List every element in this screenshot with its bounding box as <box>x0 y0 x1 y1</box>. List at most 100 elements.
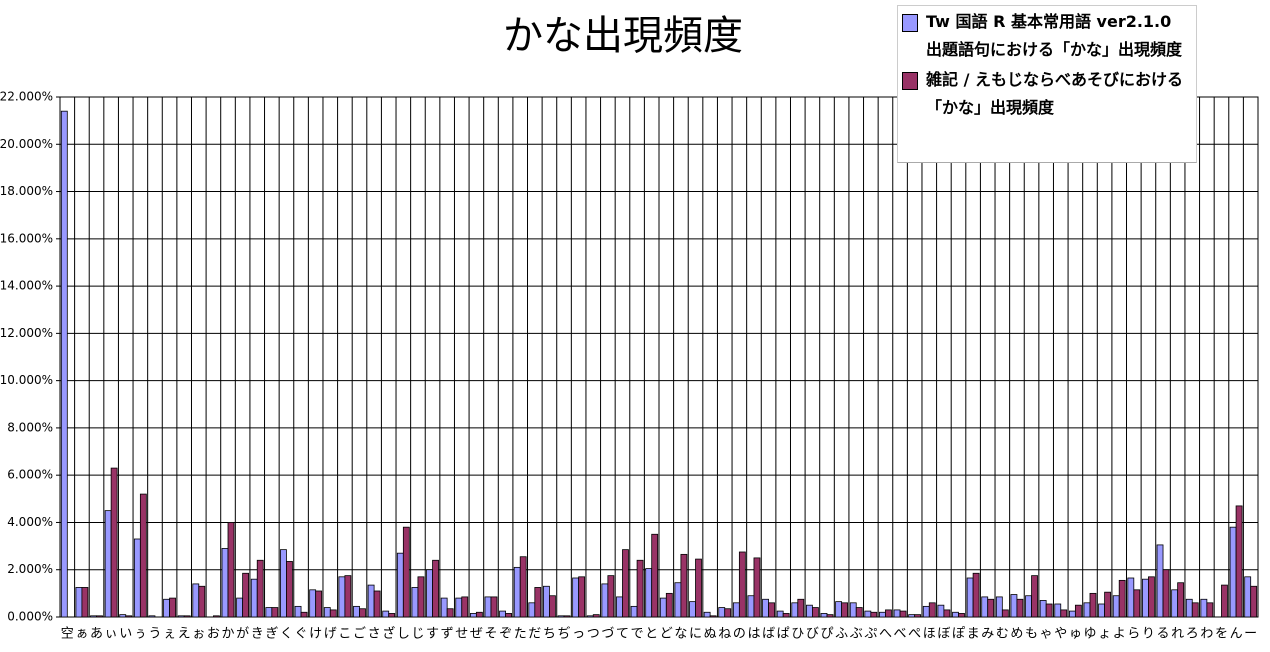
x-tick-label: け <box>309 627 322 642</box>
x-tick-label: べ <box>894 627 907 642</box>
bar <box>125 615 133 618</box>
bar <box>937 604 945 618</box>
x-tick-label: ぞ <box>499 627 512 642</box>
bar <box>1112 595 1120 618</box>
x-tick-label: も <box>1025 627 1038 642</box>
x-tick-label: む <box>996 627 1009 642</box>
x-tick-label: ど <box>660 627 673 642</box>
bar <box>753 557 761 618</box>
bar <box>315 590 323 618</box>
x-tick-label: げ <box>324 627 337 642</box>
bar <box>732 602 740 618</box>
bar <box>1127 577 1135 618</box>
bar <box>484 596 492 618</box>
y-tick-label: 18.000% <box>0 184 53 198</box>
bar <box>1025 595 1032 618</box>
bar <box>417 576 425 618</box>
x-tick-label: ぬ <box>704 627 717 642</box>
x-tick-label: ぼ <box>937 627 950 642</box>
bar <box>1148 576 1155 618</box>
bar <box>469 613 477 618</box>
y-tick-label: 6.000% <box>7 468 53 482</box>
bar <box>169 597 176 618</box>
bar <box>534 587 542 618</box>
x-tick-label: て <box>616 627 629 642</box>
bar <box>782 613 790 618</box>
bar <box>177 615 185 618</box>
x-tick-label: す <box>426 627 439 642</box>
bar <box>133 538 141 618</box>
x-tick-label: ぷ <box>864 627 877 642</box>
bar <box>221 548 229 618</box>
legend-swatch <box>902 72 918 90</box>
bar <box>543 585 550 618</box>
x-tick-label: ず <box>441 627 454 642</box>
bar <box>879 611 886 618</box>
bar <box>1235 505 1243 618</box>
x-tick-label: よ <box>1113 627 1126 642</box>
bar <box>665 592 673 618</box>
bar <box>432 559 439 618</box>
x-tick-label: え <box>178 627 191 642</box>
bar <box>1045 603 1053 618</box>
bar <box>718 607 726 618</box>
bar <box>280 549 287 618</box>
bar <box>791 602 799 618</box>
x-tick-label: き <box>251 627 264 642</box>
bar <box>367 584 375 618</box>
bar <box>987 598 995 618</box>
bar <box>1054 603 1062 618</box>
bar <box>426 569 433 618</box>
bar <box>1031 575 1038 618</box>
x-tick-label: な <box>674 627 687 642</box>
bar <box>110 467 118 618</box>
bar <box>747 595 755 618</box>
legend: Tw 国語 R 基本常用語 ver2.1.0 出題語句における「かな」出現頻度雑… <box>897 5 1197 163</box>
x-tick-label: ご <box>353 626 366 642</box>
bar <box>776 610 784 618</box>
bar <box>616 596 623 618</box>
bar <box>703 611 711 618</box>
bar <box>1162 569 1170 618</box>
bar <box>738 551 746 618</box>
bar <box>227 522 235 618</box>
x-tick-label: ぱ <box>777 627 790 642</box>
x-tick-label: に <box>689 627 702 642</box>
bar <box>1016 598 1024 618</box>
x-tick-label: ぜ <box>470 627 483 642</box>
bar <box>236 597 244 618</box>
bar <box>90 615 97 618</box>
bar <box>1089 592 1097 618</box>
bar <box>659 597 667 618</box>
bar <box>300 611 308 618</box>
x-tick-label: ふ <box>835 627 848 642</box>
bar <box>338 576 346 618</box>
bar <box>1229 526 1237 618</box>
x-tick-label: ぴ <box>821 627 834 642</box>
bar <box>995 596 1003 618</box>
x-tick-label: ぁ <box>75 627 88 642</box>
x-tick-label: し <box>397 627 410 642</box>
bar <box>622 549 629 618</box>
bar <box>359 608 366 618</box>
bar <box>1068 610 1076 618</box>
x-tick-label: ぶ <box>850 627 863 642</box>
bar <box>402 526 410 618</box>
bar <box>835 601 843 618</box>
x-tick-label: ん <box>1230 627 1243 642</box>
bar <box>952 611 959 618</box>
x-tick-label: お <box>207 627 220 642</box>
bar <box>528 602 536 618</box>
bar <box>1142 578 1149 618</box>
x-tick-label: ー <box>1244 627 1257 642</box>
bar <box>411 587 419 618</box>
bar <box>139 493 147 618</box>
bar <box>256 559 264 618</box>
x-tick-label: ゅ <box>1069 627 1082 642</box>
x-tick-label: り <box>1142 627 1155 642</box>
bar <box>607 575 615 618</box>
x-tick-label: ぃ <box>105 627 118 642</box>
bar <box>396 552 404 618</box>
